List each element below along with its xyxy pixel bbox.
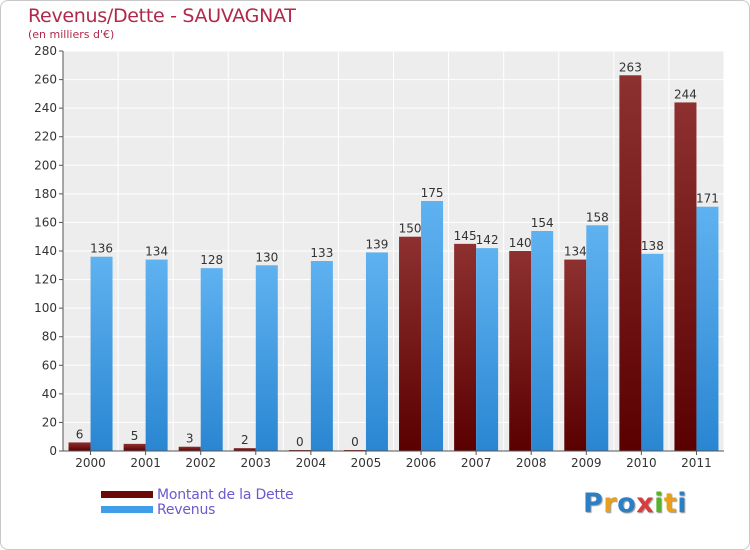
data-label: 128 [200, 253, 223, 267]
data-label: 139 [366, 237, 389, 251]
logo-letter: o [617, 488, 637, 519]
bar-dette [178, 446, 201, 451]
chart-title: Revenus/Dette - SAUVAGNAT [28, 5, 296, 27]
logo-letter: P [583, 488, 604, 519]
bar-revenus [90, 256, 113, 451]
legend-swatch-debt [101, 491, 153, 498]
legend-item-revenus: Revenus [101, 501, 293, 518]
data-label: 134 [564, 245, 587, 259]
bar-revenus [531, 231, 554, 451]
bar-revenus [145, 259, 168, 451]
bar-revenus [476, 248, 499, 451]
x-tick-label: 2006 [406, 456, 437, 470]
data-label: 133 [310, 246, 333, 260]
data-label: 171 [696, 192, 719, 206]
logo-letter: r [603, 488, 618, 519]
legend-swatch-revenus [101, 506, 153, 513]
bar-dette [454, 243, 477, 451]
bar-dette [123, 443, 146, 451]
x-tick-label: 2007 [461, 456, 492, 470]
data-label: 5 [131, 429, 139, 443]
y-tick-label: 240 [34, 101, 57, 115]
bar-dette [68, 442, 91, 451]
bar-revenus [310, 261, 333, 451]
x-tick-label: 2011 [681, 456, 712, 470]
bar-revenus [421, 201, 444, 451]
x-tick-label: 2001 [130, 456, 161, 470]
x-tick-label: 2008 [516, 456, 547, 470]
y-tick-label: 220 [34, 130, 57, 144]
data-label: 130 [255, 250, 278, 264]
bar-revenus [586, 225, 609, 451]
y-tick-label: 140 [34, 244, 57, 258]
data-label: 244 [674, 87, 697, 101]
data-label: 263 [619, 60, 642, 74]
y-tick-label: 200 [34, 158, 57, 172]
data-label: 175 [421, 186, 444, 200]
y-tick-label: 100 [34, 301, 57, 315]
legend-label-revenus: Revenus [157, 501, 216, 518]
logo-letter: x [636, 488, 655, 519]
data-label: 140 [509, 236, 532, 250]
chart-subtitle: (en milliers d'€) [28, 28, 115, 41]
legend-label-debt: Montant de la Dette [157, 486, 294, 503]
data-label: 138 [641, 239, 664, 253]
bar-dette [233, 448, 256, 451]
y-tick-label: 180 [34, 187, 57, 201]
x-tick-label: 2010 [626, 456, 657, 470]
y-tick-label: 0 [49, 444, 57, 458]
bar-dette [509, 251, 532, 451]
data-label: 3 [186, 432, 194, 446]
data-label: 0 [296, 435, 304, 449]
y-tick-label: 20 [42, 415, 57, 429]
y-tick-label: 260 [34, 73, 57, 87]
legend-item-debt: Montant de la Dette [101, 486, 294, 503]
bar-revenus [696, 206, 719, 451]
data-label: 142 [476, 233, 499, 247]
y-tick-label: 40 [42, 387, 57, 401]
bar-dette [619, 75, 642, 452]
y-tick-label: 60 [42, 358, 57, 372]
x-tick-label: 2003 [241, 456, 272, 470]
bar-dette [674, 102, 697, 451]
x-tick-label: 2009 [571, 456, 602, 470]
data-label: 136 [90, 242, 113, 256]
x-tick-label: 2000 [75, 456, 106, 470]
logo-letter: i [654, 488, 664, 519]
data-label: 6 [76, 427, 84, 441]
x-tick-label: 2005 [351, 456, 382, 470]
data-label: 158 [586, 210, 609, 224]
bar-revenus [200, 268, 223, 451]
x-tick-label: 2004 [296, 456, 327, 470]
data-label: 0 [351, 435, 359, 449]
x-tick-label: 2002 [185, 456, 216, 470]
logo-letter: t [663, 488, 678, 519]
bar-revenus [365, 252, 388, 451]
proxiti-logo: Proxiti [583, 488, 687, 519]
data-label: 150 [399, 222, 422, 236]
y-tick-label: 80 [42, 330, 57, 344]
y-tick-label: 120 [34, 273, 57, 287]
chart-legend: Montant de la Dette Revenus [101, 486, 294, 518]
y-tick-label: 280 [34, 44, 57, 58]
bar-dette [399, 236, 422, 451]
logo-letter: i [677, 488, 688, 519]
data-label: 134 [145, 245, 168, 259]
bar-dette [564, 259, 587, 451]
bar-revenus [255, 265, 278, 451]
bar-revenus [641, 253, 664, 451]
data-label: 145 [454, 229, 477, 243]
data-label: 2 [241, 433, 249, 447]
data-label: 154 [531, 216, 554, 230]
y-tick-label: 160 [34, 215, 57, 229]
